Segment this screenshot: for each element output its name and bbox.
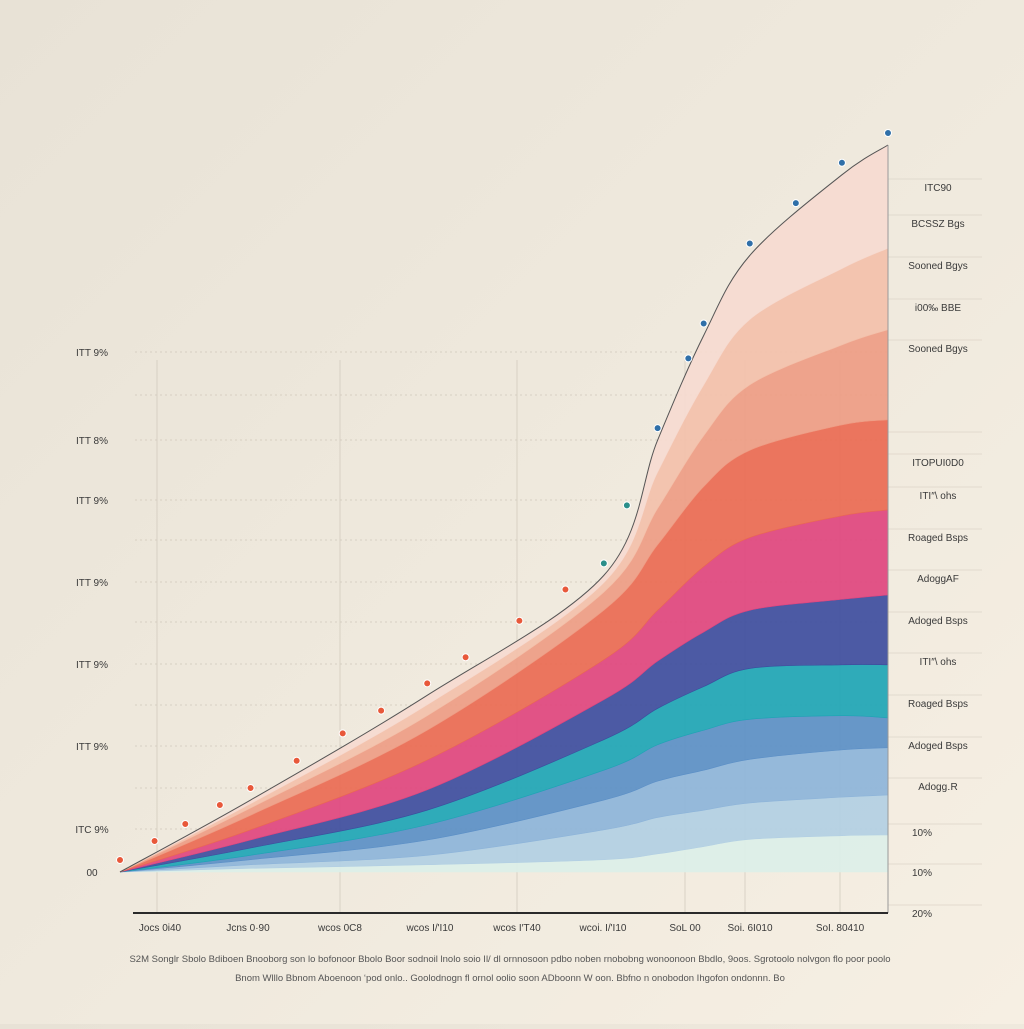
- labels: ITT 9% ITT 8% ITT 9% ITT 9% ITT 9% ITT 9% ITC …: [75, 183, 968, 934]
- data-marker: [699, 319, 708, 328]
- right-label: Sooned Bgys: [908, 261, 968, 272]
- data-marker: [684, 354, 693, 363]
- right-label: BCSSZ Bgs: [911, 219, 964, 230]
- data-marker: [599, 559, 608, 568]
- data-marker: [377, 706, 386, 715]
- y-tick-label: ITC 9%: [75, 825, 108, 836]
- markers: [116, 129, 892, 864]
- data-marker: [181, 820, 190, 829]
- total-line: [119, 144, 889, 873]
- right-label: Roaged Bsps: [908, 699, 968, 710]
- data-marker: [653, 424, 662, 433]
- right-label: i00‰ BBE: [915, 303, 961, 314]
- data-marker: [338, 729, 347, 738]
- y-tick-label: ITT 8%: [76, 436, 108, 447]
- data-marker: [423, 679, 432, 688]
- data-marker: [561, 585, 570, 594]
- right-label: Adogg․R: [918, 782, 957, 793]
- x-tick-label: Jocs 0i40: [139, 923, 182, 934]
- data-marker: [150, 836, 159, 845]
- data-marker: [246, 784, 255, 793]
- right-label: 20%: [912, 909, 932, 920]
- right-label: Adoged Bsps: [908, 616, 968, 627]
- x-tick-label: SoI. 80410: [816, 923, 865, 934]
- data-marker: [837, 158, 846, 167]
- x-tick-label: wcos I/'I10: [406, 923, 454, 934]
- y-tick-label: ITT 9%: [76, 660, 108, 671]
- right-label: Roaged Bsps: [908, 533, 968, 544]
- areas: [119, 144, 889, 913]
- right-label: ITC90: [924, 183, 952, 194]
- data-marker: [515, 616, 524, 625]
- data-marker: [116, 856, 124, 864]
- right-label: ITI″\ ohs: [920, 657, 957, 668]
- data-marker: [292, 756, 301, 765]
- right-label: ITOPUI0D0: [912, 458, 964, 469]
- footnote-line-1: S2M Songlr Sbolo Bdiboen Bnooborg son lo…: [129, 954, 891, 965]
- x-tick-label: Jcns 0·90: [226, 923, 270, 934]
- y-tick-label: ITT 9%: [76, 578, 108, 589]
- x-tick-label: wcoi. I/'I10: [579, 923, 627, 934]
- x-tick-label: wcos I′T40: [492, 923, 541, 934]
- right-label: 10%: [912, 868, 932, 879]
- data-marker: [745, 239, 754, 248]
- right-label: Sooned Bgys: [908, 344, 968, 355]
- x-tick-label: wcos 0C8: [317, 923, 362, 934]
- data-marker: [461, 653, 470, 662]
- y-tick-label: 00: [86, 868, 98, 879]
- right-label: Adoged Bsps: [908, 741, 968, 752]
- y-tick-label: ITT 9%: [76, 742, 108, 753]
- footnote-line-2: Bnom Wlllo Bbnom Aboenoon ‘pod onlo.. Go…: [235, 973, 785, 984]
- right-label: 10%: [912, 828, 932, 839]
- data-marker: [884, 129, 892, 137]
- data-marker: [622, 501, 631, 510]
- x-tick-label: SoL 00: [669, 923, 701, 934]
- y-tick-label: ITT 9%: [76, 348, 108, 359]
- x-tick-label: Soi. 6I010: [727, 923, 772, 934]
- y-tick-label: ITT 9%: [76, 496, 108, 507]
- right-label: ITI″\ ohs: [920, 491, 957, 502]
- data-marker: [215, 800, 224, 809]
- data-marker: [791, 199, 800, 208]
- right-label: AdoggAF: [917, 574, 959, 585]
